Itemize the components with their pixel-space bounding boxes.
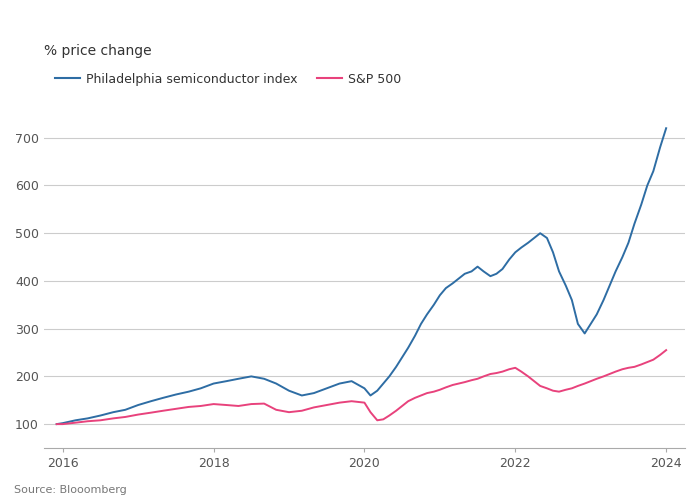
Legend: Philadelphia semiconductor index, S&P 500: Philadelphia semiconductor index, S&P 50… (50, 68, 406, 90)
Text: Source: Blooomberg: Source: Blooomberg (14, 485, 127, 495)
Text: % price change: % price change (44, 44, 151, 58)
